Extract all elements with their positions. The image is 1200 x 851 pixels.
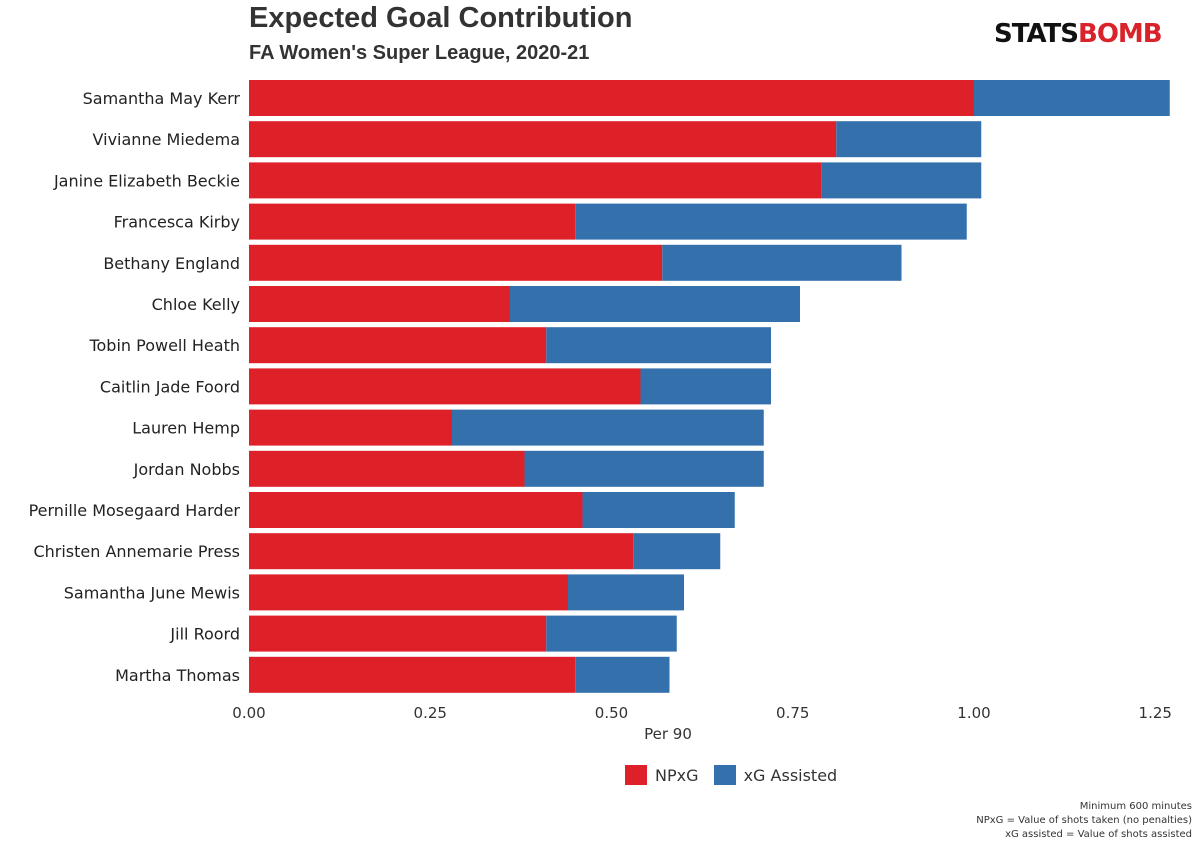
y-axis-labels: Samantha May Kerr Vivianne Miedema Janine …	[29, 89, 241, 685]
chart-title: Expected Goal Contribution	[249, 2, 633, 34]
y-axis-label: Chloe Kelly	[152, 295, 240, 314]
y-axis-label: Caitlin Jade Foord	[100, 377, 240, 396]
legend-label-xg-assisted: xG Assisted	[743, 765, 838, 785]
y-axis-label: Pernille Mosegaard Harder	[29, 501, 241, 520]
logo-text-stats: STATS	[994, 19, 1079, 49]
bar-npxg	[249, 368, 641, 405]
bar-xg-assisted	[974, 80, 1170, 116]
y-axis-label: Samantha June Mewis	[64, 583, 240, 602]
bar-xg-assisted	[575, 656, 670, 693]
bar-npxg	[249, 574, 568, 611]
legend-item-npxg: NPxG	[625, 765, 698, 785]
bar-xg-assisted	[510, 286, 800, 322]
y-axis-label: Jordan Nobbs	[133, 460, 240, 479]
y-axis-label: Bethany England	[103, 254, 240, 273]
y-axis-label: Lauren Hemp	[132, 419, 240, 438]
x-tick-label: 0.50	[595, 704, 628, 722]
footnotes: Minimum 600 minutes NPxG = Value of shot…	[976, 800, 1192, 842]
bar-xg-assisted	[582, 492, 735, 528]
y-axis-label: Janine Elizabeth Beckie	[53, 171, 240, 190]
bar-npxg	[249, 450, 525, 487]
legend-swatch-npxg	[625, 765, 647, 785]
bar-xg-assisted	[821, 162, 982, 199]
legend-swatch-xg-assisted	[713, 765, 736, 785]
y-axis-label: Martha Thomas	[115, 666, 240, 685]
legend: NPxG xG Assisted	[625, 765, 847, 787]
footnote-xga-definition: xG assisted = Value of shots assisted	[1005, 829, 1192, 840]
x-axis-ticks: 0.00 0.25 0.50 0.75 1.00 1.25	[232, 704, 1172, 722]
statsbomb-logo: STATSBOMB	[994, 18, 1194, 50]
bar-npxg	[249, 656, 576, 693]
bar-xg-assisted	[633, 533, 721, 570]
bar-npxg	[249, 80, 974, 116]
y-axis-label: Jill Roord	[169, 625, 240, 644]
y-axis-label: Francesca Kirby	[114, 213, 240, 232]
bar-xg-assisted	[640, 368, 771, 405]
bar-xg-assisted	[524, 450, 764, 487]
footnote-npxg-definition: NPxG = Value of shots taken (no penaltie…	[976, 815, 1192, 826]
bar-npxg	[249, 409, 452, 446]
footnote-minimum-minutes: Minimum 600 minutes	[1079, 801, 1192, 812]
bar-npxg	[249, 203, 576, 240]
bar-xg-assisted	[546, 327, 771, 364]
x-tick-label: 0.25	[414, 704, 447, 722]
legend-item-xg-assisted: xG Assisted	[713, 765, 838, 785]
bar-xg-assisted	[546, 615, 677, 652]
bar-npxg	[249, 162, 822, 199]
y-axis-label: Samantha May Kerr	[83, 89, 241, 108]
x-tick-label: 0.75	[776, 704, 809, 722]
logo-text-bomb: BOMB	[1078, 19, 1163, 49]
chart-subtitle: FA Women's Super League, 2020-21	[249, 42, 590, 64]
x-tick-label: 1.00	[957, 704, 990, 722]
bar-npxg	[249, 492, 583, 528]
bar-npxg	[249, 615, 547, 652]
bar-npxg	[249, 533, 634, 570]
stacked-bar-chart: Samantha May Kerr Vivianne Miedema Janine …	[29, 80, 1172, 743]
bars-layer	[249, 80, 1170, 693]
bar-npxg	[249, 286, 510, 322]
bar-xg-assisted	[662, 244, 902, 281]
bar-xg-assisted	[568, 574, 684, 611]
x-tick-label: 0.00	[232, 704, 265, 722]
bar-npxg	[249, 327, 547, 364]
y-axis-label: Christen Annemarie Press	[33, 542, 240, 561]
bar-xg-assisted	[575, 203, 967, 240]
legend-label-npxg: NPxG	[655, 765, 699, 785]
bar-npxg	[249, 121, 837, 158]
bar-xg-assisted	[836, 121, 982, 158]
bar-xg-assisted	[452, 409, 764, 446]
y-axis-label: Vivianne Miedema	[93, 130, 240, 149]
x-axis-title: Per 90	[644, 725, 692, 743]
y-axis-label: Tobin Powell Heath	[88, 336, 240, 355]
bar-npxg	[249, 244, 663, 281]
x-tick-label: 1.25	[1139, 704, 1172, 722]
